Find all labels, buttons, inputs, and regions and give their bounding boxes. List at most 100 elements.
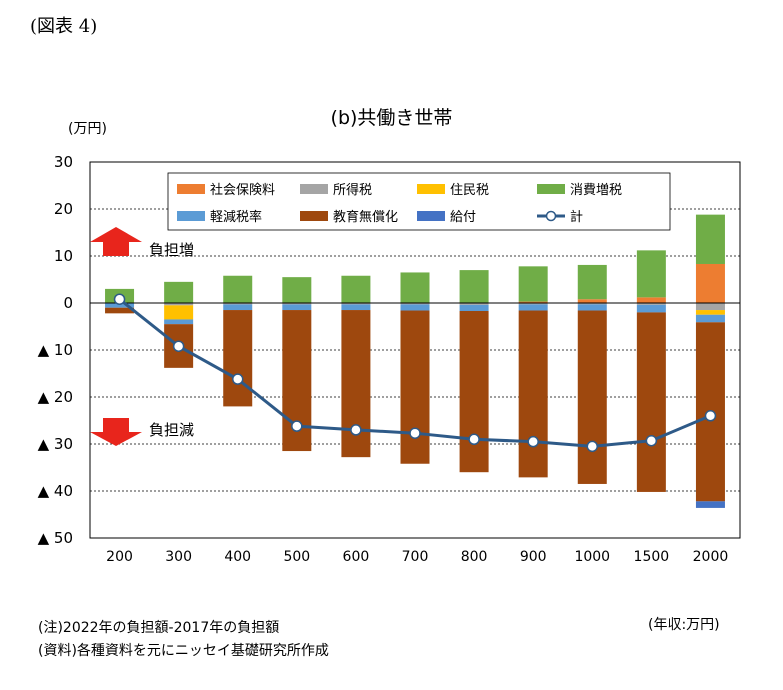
legend-swatch bbox=[417, 211, 445, 221]
bar-segment bbox=[459, 310, 489, 473]
bar-segment bbox=[341, 275, 371, 303]
y-tick-label: ▲ 50 bbox=[38, 529, 73, 547]
y-tick-label: ▲ 20 bbox=[38, 388, 73, 406]
bar-segment bbox=[695, 501, 725, 508]
bar-segment bbox=[695, 314, 725, 323]
total-marker bbox=[527, 435, 539, 448]
total-marker bbox=[113, 293, 126, 305]
total-marker bbox=[172, 340, 185, 352]
bar-segment bbox=[459, 303, 489, 305]
bar-segment bbox=[695, 263, 725, 303]
legend-label: 所得税 bbox=[333, 182, 372, 198]
x-tick-label: 200 bbox=[106, 549, 133, 565]
y-tick-label: 0 bbox=[63, 294, 73, 312]
legend-label: 住民税 bbox=[450, 183, 489, 198]
total-marker bbox=[645, 434, 658, 447]
bar-segment bbox=[341, 304, 371, 311]
legend-swatch bbox=[300, 211, 328, 221]
bar-segment bbox=[223, 310, 253, 407]
legend-marker-key bbox=[545, 210, 557, 222]
legend-label: 計 bbox=[570, 209, 583, 225]
x-tick-label: 300 bbox=[165, 549, 192, 565]
bar-segment bbox=[577, 299, 607, 303]
bar-segment bbox=[695, 310, 725, 315]
bar-segment bbox=[577, 304, 607, 311]
bar-segment bbox=[636, 312, 666, 492]
legend-label: 社会保険料 bbox=[210, 182, 275, 198]
bar-segment bbox=[400, 272, 430, 303]
x-tick-label: 900 bbox=[520, 549, 547, 565]
x-tick-label: 600 bbox=[343, 549, 370, 565]
legend-label: 教育無償化 bbox=[333, 209, 398, 225]
chart-note: (注)2022年の負担額-2017年の負担額 bbox=[38, 620, 280, 636]
total-marker bbox=[409, 427, 421, 439]
decrease-arrow-icon bbox=[90, 418, 142, 446]
y-tick-label: ▲ 10 bbox=[38, 341, 73, 359]
bar-segment bbox=[695, 214, 725, 264]
bar-segment bbox=[164, 319, 194, 325]
bar-segment bbox=[105, 303, 135, 308]
y-tick-label: 10 bbox=[54, 247, 73, 265]
bar-segment bbox=[400, 304, 430, 311]
bar-segment bbox=[695, 303, 725, 311]
bar-segment bbox=[282, 277, 312, 303]
legend-label: 軽減税率 bbox=[210, 209, 262, 225]
bar-segment bbox=[636, 303, 666, 305]
legend-swatch bbox=[177, 211, 205, 221]
x-tick-label: 2000 bbox=[693, 549, 729, 565]
bar-segment bbox=[164, 305, 194, 320]
bar-segment bbox=[400, 310, 430, 464]
bar-segment bbox=[459, 304, 489, 311]
legend-swatch bbox=[300, 184, 328, 194]
bar-segment bbox=[518, 304, 548, 311]
bar-segment bbox=[282, 303, 312, 305]
bar-segment bbox=[636, 297, 666, 303]
bar-segment bbox=[518, 301, 548, 303]
bar-segment bbox=[164, 281, 194, 303]
bar-segment bbox=[518, 303, 548, 305]
bar-segment bbox=[577, 310, 607, 484]
y-tick-label: 20 bbox=[54, 200, 73, 218]
x-tick-label: 1000 bbox=[574, 549, 610, 565]
bar-segment bbox=[223, 275, 253, 303]
bar-segment bbox=[282, 304, 312, 311]
y-tick-label: ▲ 30 bbox=[38, 435, 73, 453]
bar-segment bbox=[636, 250, 666, 298]
bar-segment bbox=[577, 303, 607, 305]
total-marker bbox=[704, 410, 717, 422]
total-marker bbox=[468, 433, 480, 446]
legend-label: 消費増税 bbox=[570, 183, 622, 198]
x-tick-label: 1500 bbox=[634, 549, 670, 565]
bar-segment bbox=[577, 264, 607, 300]
chart-title: (b)共働き世帯 bbox=[330, 107, 453, 129]
bar-segment bbox=[459, 270, 489, 303]
bar-segment bbox=[518, 266, 548, 302]
x-axis-unit: (年収:万円) bbox=[648, 617, 720, 633]
bar-segment bbox=[341, 303, 371, 305]
legend-label: 給付 bbox=[450, 210, 476, 225]
increase-arrow-icon bbox=[90, 227, 142, 256]
bar-segment bbox=[105, 307, 135, 314]
bar-segment bbox=[223, 303, 253, 305]
total-marker bbox=[350, 424, 362, 436]
x-tick-label: 400 bbox=[224, 549, 251, 565]
total-marker bbox=[291, 420, 303, 432]
bar-segment bbox=[636, 304, 666, 313]
decrease-label: 負担減 bbox=[149, 421, 194, 439]
x-tick-label: 500 bbox=[283, 549, 310, 565]
legend-swatch bbox=[177, 184, 205, 194]
y-axis-unit: (万円) bbox=[68, 121, 107, 137]
x-tick-label: 800 bbox=[461, 549, 488, 565]
x-tick-label: 700 bbox=[402, 549, 429, 565]
legend-swatch bbox=[537, 184, 565, 194]
total-marker bbox=[586, 440, 599, 453]
total-marker bbox=[231, 373, 244, 385]
bar-segment bbox=[223, 304, 253, 311]
increase-label: 負担増 bbox=[149, 241, 194, 259]
y-tick-label: ▲ 40 bbox=[38, 482, 73, 500]
chart-source: (資料)各種資料を元にニッセイ基礎研究所作成 bbox=[38, 643, 329, 659]
figure-label: (図表 4) bbox=[30, 16, 98, 37]
y-tick-label: 30 bbox=[54, 153, 73, 171]
bar-segment bbox=[518, 310, 548, 478]
